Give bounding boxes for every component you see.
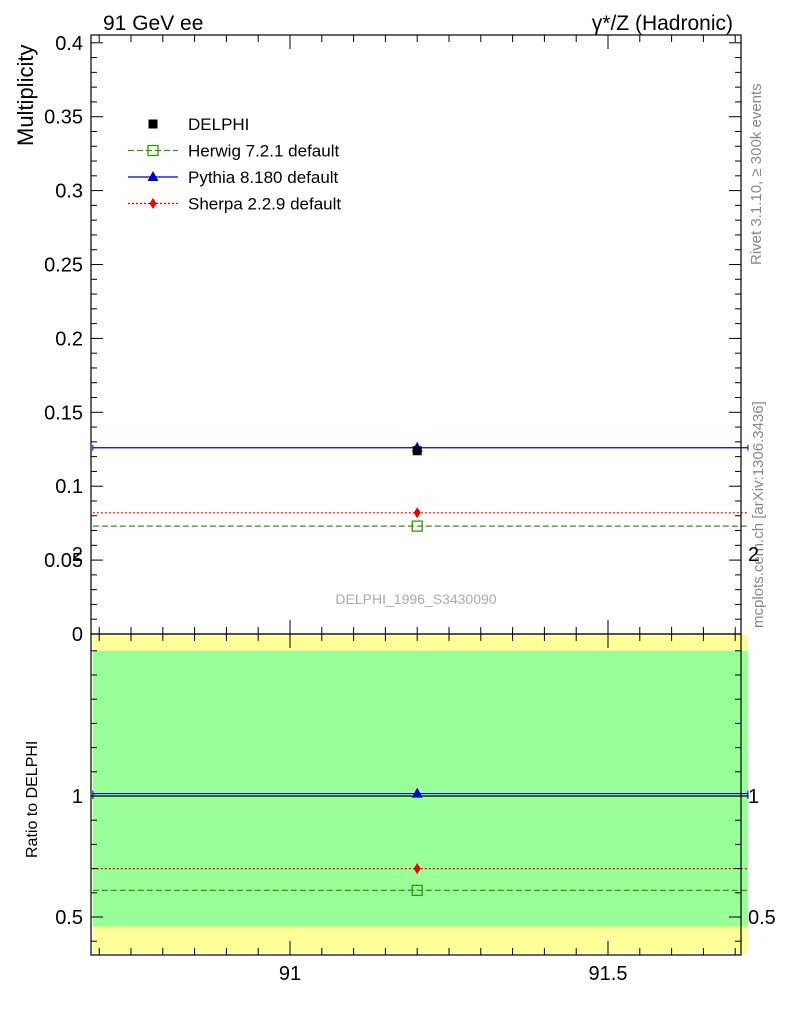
ratio-y-tick-label: 2 [72, 544, 83, 566]
ratio-y-tick-label-right: 1 [748, 786, 759, 808]
legend-herwig-marker [147, 144, 159, 157]
ratio-y-tick-label-right: 0.5 [748, 907, 776, 929]
right-title: γ*/Z (Hadronic) [592, 12, 733, 35]
x-tick-label: 91 [279, 963, 301, 985]
ratio-pythia-point [411, 787, 423, 798]
ratio-y-axis-title: Ratio to DELPHI [24, 741, 41, 858]
main-y-tick-label: 0.35 [44, 107, 83, 129]
legend-herwig-label: Herwig 7.2.1 default [188, 142, 339, 161]
ratio-sherpa-point [413, 863, 421, 875]
main-y-tick-label: 0.4 [55, 33, 83, 55]
main-y-tick-label: 0.3 [55, 181, 83, 203]
main-y-axis-title: Multiplicity [13, 45, 38, 146]
ratio-y-tick-label: 1 [72, 786, 83, 808]
legend-sherpa-marker [149, 198, 157, 209]
analysis-watermark: DELPHI_1996_S3430090 [335, 591, 496, 607]
legend-pythia-marker [147, 171, 159, 181]
ratio-y-tick-label: 0.5 [55, 907, 83, 929]
legend-sherpa-label: Sherpa 2.2.9 default [188, 195, 341, 214]
x-tick-label: 91.5 [589, 963, 628, 985]
ratio-frame [90, 633, 742, 956]
main-y-tick-label: 0.2 [55, 328, 83, 350]
main-y-tick-label: 0.1 [55, 476, 83, 498]
main-sherpa-point [413, 507, 421, 519]
ratio-herwig-point [411, 884, 423, 897]
main-herwig-point [411, 520, 423, 532]
legend-delphi-label: DELPHI [188, 115, 249, 134]
main-y-tick-label: 0 [72, 624, 83, 646]
legend-pythia-label: Pythia 8.180 default [188, 168, 339, 187]
main-y-tick-label: 0.25 [44, 255, 83, 277]
rivet-label: Rivet 3.1.10, ≥ 300k events [748, 83, 765, 265]
ratio-y-tick-label-right: 2 [748, 544, 759, 566]
main-y-tick-label: 0.05 [44, 550, 83, 572]
ratio-band-inner [92, 650, 748, 927]
legend-delphi-marker [148, 119, 158, 129]
left-title: 91 GeV ee [103, 12, 203, 35]
main-y-tick-label: 0.15 [44, 402, 83, 424]
legend: DELPHI Herwig 7.2.1 default Pythia 8.180 d… [128, 115, 341, 214]
mcplots-label: mcplots.cern.ch [arXiv:1306.3436] [750, 401, 767, 628]
main-delphi-point [412, 446, 422, 456]
